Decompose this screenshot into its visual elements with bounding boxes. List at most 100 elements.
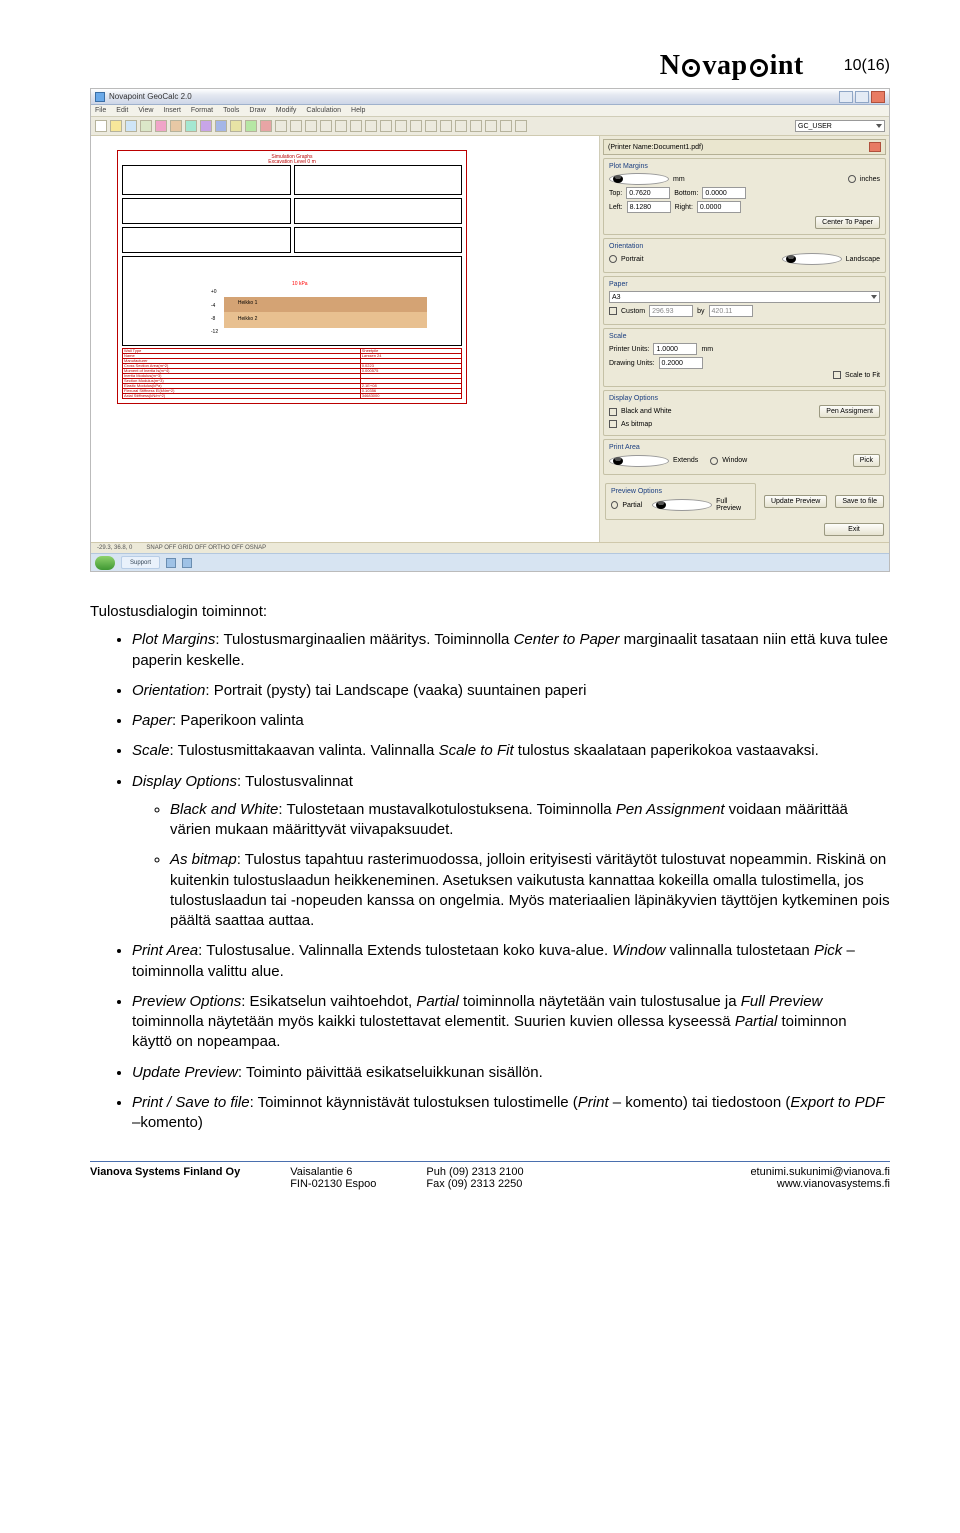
exit-button[interactable]: Exit: [824, 523, 884, 536]
toolbar-icon[interactable]: [140, 120, 152, 132]
toolbar-icon[interactable]: [320, 120, 332, 132]
axis-tick: -8: [211, 317, 215, 322]
task-item[interactable]: Support: [121, 556, 160, 569]
toolbar-icon[interactable]: [290, 120, 302, 132]
toolbar-icon[interactable]: [515, 120, 527, 132]
toolbar-icon[interactable]: [410, 120, 422, 132]
body-text: Tulostusdialogin toiminnot: Plot Margins…: [90, 602, 890, 1133]
bw-checkbox[interactable]: [609, 408, 617, 416]
paper-height-field[interactable]: 420.11: [709, 305, 753, 317]
partial-radio[interactable]: [611, 501, 618, 509]
toolbar-icon[interactable]: [110, 120, 122, 132]
footer-address: Vaisalantie 6: [290, 1166, 376, 1178]
menu-item[interactable]: Insert: [163, 107, 181, 114]
tray-icon[interactable]: [166, 558, 176, 568]
toolbar-icon[interactable]: [485, 120, 497, 132]
margin-right-field[interactable]: 0.0000: [697, 201, 741, 213]
menu-item[interactable]: Modify: [276, 107, 297, 114]
toolbar: GC_USER: [91, 117, 889, 136]
printer-units-field[interactable]: 1.0000: [653, 343, 697, 355]
drawing-units-field[interactable]: 0.2000: [659, 357, 703, 369]
toolbar-icon[interactable]: [470, 120, 482, 132]
minimize-button[interactable]: [839, 91, 853, 103]
toolbar-icon[interactable]: [335, 120, 347, 132]
menu-item[interactable]: Draw: [249, 107, 265, 114]
menu-item[interactable]: View: [138, 107, 153, 114]
toolbar-icon[interactable]: [395, 120, 407, 132]
bullet-item: Print / Save to file: Toiminnot käynnist…: [132, 1093, 890, 1134]
footer-web: www.vianovasystems.fi: [750, 1178, 890, 1190]
extends-radio[interactable]: [609, 455, 669, 467]
app-icon: [95, 92, 105, 102]
paper-size-select[interactable]: A3: [609, 291, 880, 303]
full-preview-radio[interactable]: [652, 499, 712, 511]
toolbar-icon[interactable]: [230, 120, 242, 132]
bullet-item: Paper: Paperikoon valinta: [132, 711, 890, 731]
update-preview-button[interactable]: Update Preview: [764, 495, 827, 508]
toolbar-icon[interactable]: [185, 120, 197, 132]
paper-width-field[interactable]: 296.93: [649, 305, 693, 317]
menu-item[interactable]: Format: [191, 107, 213, 114]
group-label: Paper: [609, 281, 880, 288]
menu-item[interactable]: Calculation: [306, 107, 341, 114]
menu-item[interactable]: Edit: [116, 107, 128, 114]
toolbar-icon[interactable]: [245, 120, 257, 132]
custom-paper-checkbox[interactable]: [609, 307, 617, 315]
pen-assign-button[interactable]: Pen Assigment: [819, 405, 880, 418]
footer-address: FIN-02130 Espoo: [290, 1178, 376, 1190]
toolbar-icon[interactable]: [500, 120, 512, 132]
save-to-file-button[interactable]: Save to file: [835, 495, 884, 508]
toolbar-icon[interactable]: [350, 120, 362, 132]
toolbar-icon[interactable]: [440, 120, 452, 132]
axis-tick: +0: [211, 290, 217, 295]
toolbar-icon[interactable]: [455, 120, 467, 132]
bullet-item: Plot Margins: Tulostusmarginaalien määri…: [132, 630, 890, 671]
drawing-canvas[interactable]: Simulation Graphs Excavation Level 0 m 1…: [91, 136, 599, 542]
footer-phone: Puh (09) 2313 2100: [426, 1166, 523, 1178]
margin-top-field[interactable]: 0.7620: [626, 187, 670, 199]
print-area-group: Print Area Extends Window Pick: [603, 439, 886, 475]
pick-button[interactable]: Pick: [853, 454, 880, 467]
toolbar-icon[interactable]: [425, 120, 437, 132]
drawing-graphs-frame: Simulation Graphs Excavation Level 0 m 1…: [117, 150, 467, 404]
menu-item[interactable]: File: [95, 107, 106, 114]
bitmap-checkbox[interactable]: [609, 420, 617, 428]
footer-email: etunimi.sukunimi@vianova.fi: [750, 1166, 890, 1178]
start-button[interactable]: [95, 556, 115, 570]
close-button[interactable]: [871, 91, 885, 103]
novapoint-logo: Nvapint: [660, 50, 804, 82]
toolbar-icon[interactable]: [380, 120, 392, 132]
menu-item[interactable]: Help: [351, 107, 365, 114]
group-label: Plot Margins: [609, 163, 880, 170]
center-to-paper-button[interactable]: Center To Paper: [815, 216, 880, 229]
portrait-radio[interactable]: [609, 255, 617, 263]
toolbar-icon[interactable]: [155, 120, 167, 132]
toolbar-icon[interactable]: [260, 120, 272, 132]
margin-bottom-field[interactable]: 0.0000: [702, 187, 746, 199]
toolbar-icon[interactable]: [215, 120, 227, 132]
toolbar-icon[interactable]: [275, 120, 287, 132]
unit-in-radio[interactable]: [848, 175, 856, 183]
unit-mm-radio[interactable]: [609, 173, 669, 185]
toolbar-icon[interactable]: [200, 120, 212, 132]
toolbar-icon[interactable]: [125, 120, 137, 132]
user-dropdown[interactable]: GC_USER: [795, 120, 885, 132]
axis-tick: -4: [211, 304, 215, 309]
app-screenshot: Novapoint GeoCalc 2.0 File Edit View Ins…: [90, 88, 890, 572]
group-label: Orientation: [609, 243, 880, 250]
margin-left-field[interactable]: 8.1280: [627, 201, 671, 213]
scale-to-fit-checkbox[interactable]: [833, 371, 841, 379]
bullet-item: Display Options: Tulostusvalinnat Black …: [132, 772, 890, 932]
landscape-radio[interactable]: [782, 253, 842, 265]
toolbar-icon[interactable]: [365, 120, 377, 132]
window-radio[interactable]: [710, 457, 718, 465]
toolbar-icon[interactable]: [170, 120, 182, 132]
maximize-button[interactable]: [855, 91, 869, 103]
toolbar-icon[interactable]: [95, 120, 107, 132]
bullet-item: Preview Options: Esikatselun vaihtoehdot…: [132, 992, 890, 1053]
menu-item[interactable]: Tools: [223, 107, 239, 114]
toolbar-icon[interactable]: [305, 120, 317, 132]
panel-close-icon[interactable]: [869, 142, 881, 152]
bullet-item: Print Area: Tulostusalue. Valinnalla Ext…: [132, 941, 890, 982]
tray-icon[interactable]: [182, 558, 192, 568]
